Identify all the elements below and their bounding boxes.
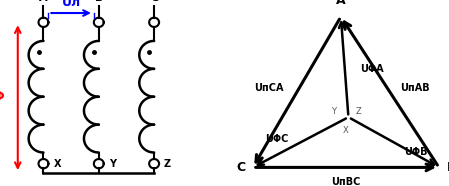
Text: X: X (53, 159, 61, 169)
Text: A: A (336, 0, 346, 7)
Text: Z: Z (356, 107, 361, 116)
Text: C: C (150, 0, 158, 3)
Text: Z: Z (164, 159, 171, 169)
Text: UпAB: UпAB (400, 83, 430, 93)
Text: UпBC: UпBC (331, 177, 361, 186)
Text: B: B (446, 161, 449, 174)
Text: X: X (343, 126, 349, 135)
Text: Y: Y (331, 107, 336, 116)
Text: UΦC: UΦC (265, 134, 288, 144)
Text: A: A (39, 0, 48, 3)
Text: UΦ: UΦ (0, 90, 6, 103)
Text: Y: Y (109, 159, 116, 169)
Text: Uл: Uл (62, 0, 81, 9)
Text: C: C (236, 161, 245, 174)
Text: B: B (95, 0, 103, 3)
Text: UΦA: UΦA (360, 64, 383, 74)
Text: UпCA: UпCA (255, 83, 284, 93)
Text: UΦB: UΦB (404, 147, 427, 157)
